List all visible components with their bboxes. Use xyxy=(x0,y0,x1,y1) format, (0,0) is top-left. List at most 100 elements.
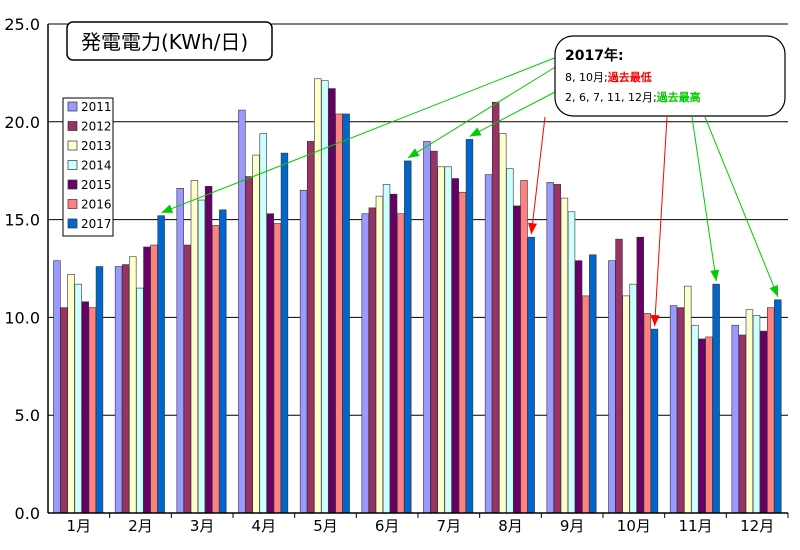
bar xyxy=(567,211,576,514)
bar xyxy=(81,301,89,514)
x-tick-label: 8月 xyxy=(498,517,523,535)
bar xyxy=(88,307,97,514)
bar xyxy=(451,178,459,514)
legend-label: 2012 xyxy=(81,120,112,134)
bar xyxy=(280,152,289,514)
x-tick-label: 10月 xyxy=(617,517,651,535)
bar xyxy=(698,338,706,514)
bar xyxy=(190,180,199,514)
bar xyxy=(212,225,220,514)
bar xyxy=(520,180,528,514)
bar xyxy=(67,274,75,514)
legend-swatch xyxy=(67,121,78,131)
annotation-box: 2017年: 8, 10月;過去最低 2, 6, 7, 11, 12月;過去最高 xyxy=(554,35,786,117)
bar xyxy=(342,113,350,514)
bar xyxy=(491,101,500,514)
annotation-arrow xyxy=(530,116,546,235)
bar xyxy=(589,254,597,514)
bar xyxy=(60,307,68,514)
x-tick-label: 6月 xyxy=(375,517,400,535)
legend-label: 2011 xyxy=(81,100,112,114)
bar xyxy=(382,184,391,514)
x-tick-label: 4月 xyxy=(252,517,277,535)
bar xyxy=(745,309,754,514)
bar xyxy=(361,213,369,514)
annotation-arrowhead xyxy=(710,269,720,282)
legend-label: 2013 xyxy=(81,139,112,153)
legend: 2011 2012 2013 2014 2015 2016 2017 xyxy=(62,97,114,237)
bar xyxy=(622,295,630,514)
legend-swatch xyxy=(67,160,78,170)
bar xyxy=(245,176,253,514)
bar xyxy=(121,264,130,514)
bar xyxy=(636,236,644,514)
bar xyxy=(499,133,507,514)
bar xyxy=(650,328,659,514)
x-tick-labels: 1月 2月 3月 4月 5月 6月 7月 8月 9月 10月 11月 12月 xyxy=(67,517,775,535)
legend-swatch xyxy=(67,101,78,112)
bar xyxy=(759,330,768,514)
bar xyxy=(465,139,474,514)
legend-swatch xyxy=(67,140,78,151)
bar xyxy=(484,174,493,514)
bar xyxy=(458,191,467,514)
bar xyxy=(299,189,308,514)
bar xyxy=(389,193,398,514)
annotation-line1: 8, 10月;過去最低 xyxy=(565,70,652,84)
bar xyxy=(767,307,775,514)
bar xyxy=(712,283,720,514)
annotation-arrow xyxy=(691,116,717,282)
annotation-title: 2017年: xyxy=(565,47,624,64)
bar xyxy=(143,246,151,514)
bar xyxy=(444,166,452,514)
annotation-arrow xyxy=(161,56,558,214)
bar xyxy=(684,285,692,514)
bar xyxy=(553,184,562,514)
bar xyxy=(738,334,747,514)
bar xyxy=(691,324,699,514)
bar xyxy=(114,266,123,514)
chart-title-box: 発電電力(KWh/日) xyxy=(66,21,273,61)
x-tick-label: 9月 xyxy=(560,517,585,535)
legend-label: 2015 xyxy=(81,178,112,192)
bar xyxy=(669,305,678,514)
bar xyxy=(252,154,260,514)
bar xyxy=(582,295,590,514)
bar xyxy=(53,260,61,514)
bar xyxy=(273,223,282,514)
x-tick-label: 1月 xyxy=(67,517,92,535)
bar xyxy=(197,199,206,514)
x-tick-label: 12月 xyxy=(740,517,774,535)
legend-swatch xyxy=(67,218,78,229)
bar xyxy=(95,266,104,514)
x-tick-label: 2月 xyxy=(128,517,153,535)
bar xyxy=(615,238,623,514)
bar xyxy=(404,160,412,514)
annotation-arrowhead xyxy=(469,127,482,137)
bar xyxy=(129,256,137,514)
bar xyxy=(560,197,569,514)
legend-label: 2017 xyxy=(81,217,112,231)
annotation-arrowhead xyxy=(769,284,778,297)
bar xyxy=(546,182,554,514)
legend-label: 2014 xyxy=(81,159,112,173)
y-tick-label: 25.0 xyxy=(4,15,40,34)
bar xyxy=(266,213,274,514)
bar xyxy=(397,213,405,514)
bars xyxy=(53,78,789,518)
bar xyxy=(513,205,521,514)
bar xyxy=(150,244,158,514)
legend-swatch xyxy=(67,179,78,190)
annotation-arrowhead xyxy=(407,148,420,158)
bar xyxy=(321,80,329,514)
bar xyxy=(176,188,184,514)
annotation-arrow xyxy=(469,90,558,137)
bar xyxy=(157,215,165,514)
annotation-arrowhead xyxy=(161,204,174,213)
bar xyxy=(306,141,315,514)
bar xyxy=(314,78,322,514)
bar xyxy=(219,209,227,514)
chart-title: 発電電力(KWh/日) xyxy=(81,30,248,54)
y-tick-label: 20.0 xyxy=(4,113,40,132)
